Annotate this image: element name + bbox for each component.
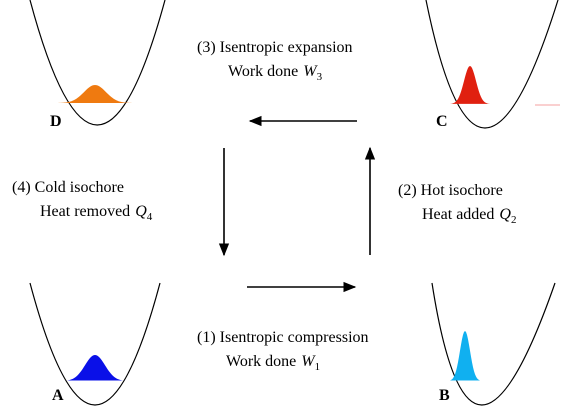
potential-well [29,0,166,126]
distribution [450,331,480,381]
process-text: Heat removed [40,203,130,220]
process-detail: Heat added Q2 [422,206,516,226]
state-label: A [52,387,64,404]
state-label: D [50,113,62,130]
process-detail: Work done W1 [226,353,320,373]
symbol: Q [499,206,511,223]
subscript: 4 [147,211,153,223]
subscript: 3 [317,71,323,83]
process-text: Heat added [422,206,494,223]
potential-well [29,282,161,406]
process-title: (2) Hot isochore [398,182,503,199]
process-title: (3) Isentropic expansion [197,39,353,56]
symbol: W [303,63,318,80]
subscript: 2 [511,214,517,226]
distribution [67,355,123,381]
potential-well [425,0,559,129]
process-text: Work done [228,63,298,80]
distribution [450,66,490,104]
subscript: 1 [315,361,321,373]
process-title: (1) Isentropic compression [197,329,369,346]
process-title: (4) Cold isochore [12,179,124,196]
process-text: Work done [226,353,296,370]
state-label: B [439,387,450,404]
distribution [57,85,133,103]
symbol: Q [135,203,147,220]
state-label: C [436,113,448,130]
symbol: W [301,353,316,370]
potential-well [431,282,556,406]
process-detail: Heat removed Q4 [40,203,153,223]
process-detail: Work done W3 [228,63,323,83]
